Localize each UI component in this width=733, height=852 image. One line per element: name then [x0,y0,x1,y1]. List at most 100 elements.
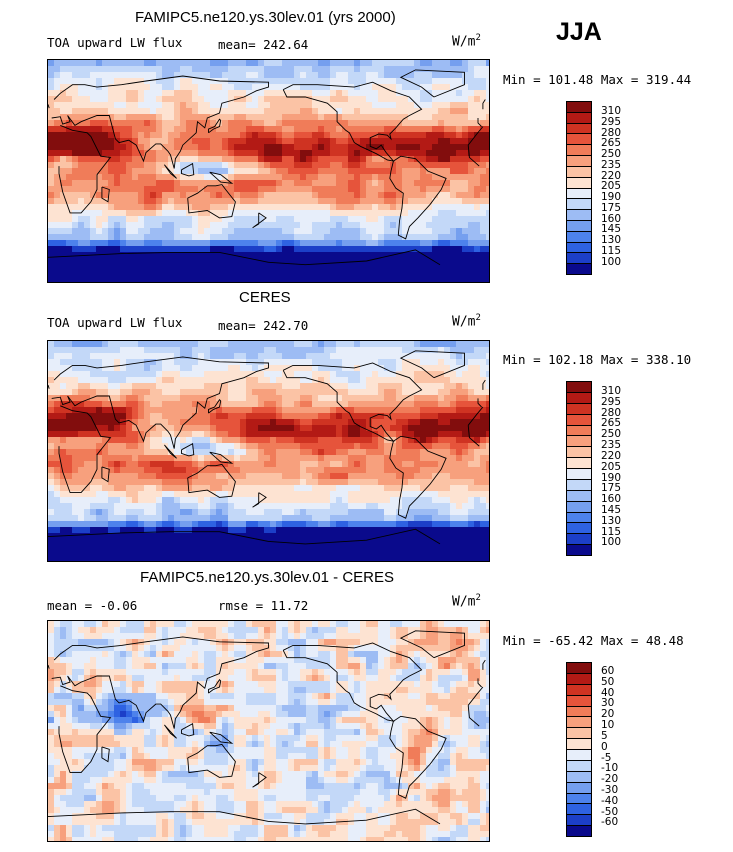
coastline [48,531,269,542]
colorbar-tick-label: 145 [601,223,622,236]
coastline [252,212,267,229]
panel-3-colorbar [566,662,592,837]
colorbar-tick-label: -60 [601,816,619,829]
colorbar-tick-label: 310 [601,105,622,117]
coastline [482,659,486,670]
colorbar-tick-label: 40 [601,686,615,699]
panel-2-units: W/m2 [452,313,481,330]
colorbar-tick-label: 235 [601,439,622,452]
coastline [467,406,484,426]
panel-3-minmax: Min = -65.42 Max = 48.48 [503,633,684,648]
colorbar-swatch [567,102,591,113]
colorbar-swatch [567,414,591,426]
colorbar-swatch [567,815,591,827]
coastline [181,162,195,177]
coastline [187,184,236,219]
colorbar-swatch [567,523,591,535]
coastline [51,356,269,449]
colorbar-swatch [567,188,591,200]
colorbar-swatch [567,458,591,469]
colorbar-tick-label: 205 [601,460,622,473]
panel-1-map [47,59,490,283]
colorbar-tick-label: 220 [601,449,622,462]
panel-2-map [47,340,490,562]
coastline [282,81,423,162]
colorbar-tick-label: 115 [601,244,622,257]
coastline [477,678,482,688]
colorbar-tick-label: 160 [601,493,622,506]
colorbar-swatch [567,479,591,491]
colorbar-tick-label: 250 [601,148,622,160]
coastline [477,118,482,127]
panel-2-mean-label: mean= 242.70 [218,318,309,333]
coastline [209,171,234,184]
colorbar-tick-label: 5 [601,729,608,742]
colorbar-tick-label: 235 [601,158,622,171]
coastline [164,444,177,459]
panel-2-variable-label: TOA upward LW flux [47,315,183,330]
coastline [101,466,110,483]
coastline [482,379,486,390]
colorbar-swatch [567,382,591,393]
colorbar-tick-label: 265 [601,417,622,430]
colorbar-swatch [567,717,591,729]
colorbar-swatch [567,750,591,761]
colorbar-swatch [567,782,591,794]
coastline [389,715,447,799]
coastline [399,630,465,659]
coastline [399,69,465,98]
colorbar-tick-label: -20 [601,773,619,786]
colorbar-tick-label: -30 [601,783,619,796]
colorbar-swatch [567,123,591,135]
coastline [48,384,50,389]
panel-1-variable-label: TOA upward LW flux [47,35,183,50]
coastline [164,164,177,179]
coastline [467,686,484,706]
colorbar-tick-label: 190 [601,471,622,484]
coastline [48,251,269,263]
colorbar-tick-label: 160 [601,212,622,225]
colorbar-tick-label: -50 [601,805,619,818]
coastline [252,492,267,508]
coastline [482,99,486,110]
colorbar-swatch [567,804,591,816]
colorbar-swatch [567,231,591,243]
panel-2-map-svg [48,341,489,561]
colorbar-swatch [567,447,591,459]
colorbar-tick-label: 130 [601,514,622,527]
colorbar-swatch [567,220,591,232]
colorbar-swatch [567,695,591,707]
colorbar-swatch [567,199,591,211]
colorbar-tick-label: 295 [601,395,622,408]
colorbar-swatch [567,673,591,685]
colorbar-swatch [567,253,591,265]
colorbar-tick-label: 115 [601,525,622,538]
colorbar-swatch [567,501,591,513]
colorbar-swatch [567,264,591,274]
panel-1-colorbar [566,101,592,275]
colorbar-tick-label: 205 [601,180,622,193]
colorbar-swatch [567,469,591,480]
colorbar-tick-label: 130 [601,234,622,246]
coastline [208,118,222,134]
colorbar-swatch [567,403,591,415]
coastline [208,678,222,694]
coastline [208,398,222,414]
coastline [477,398,482,408]
coastline [48,811,269,822]
colorbar-swatch [567,177,591,189]
coastline [187,743,236,778]
colorbar-tick-label: 280 [601,406,622,419]
colorbar-tick-label: 175 [601,201,622,214]
panel-3-map-svg [48,621,489,841]
coastline [389,155,447,240]
colorbar-tick-label: 295 [601,115,622,128]
colorbar-swatch [567,145,591,157]
panel-1-units: W/m2 [452,33,481,50]
colorbar-tick-label: 0 [601,740,608,753]
colorbar-swatch [567,793,591,805]
colorbar-swatch [567,545,591,555]
colorbar-tick-label: -40 [601,794,619,807]
season-label: JJA [556,18,602,46]
panel-1-mean-label: mean= 242.64 [218,37,309,52]
